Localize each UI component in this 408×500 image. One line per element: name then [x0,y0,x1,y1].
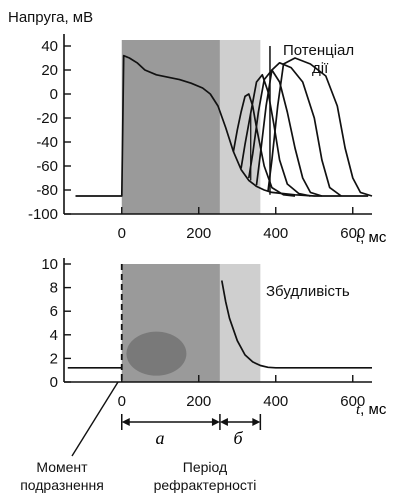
y-tick-label: 8 [50,280,58,297]
series-line-0 [75,54,369,197]
y-tick-label: 6 [50,303,58,320]
x-tick-label: 400 [263,225,288,242]
stimulus-pointer-line [71,381,119,457]
period-b-label: б [233,428,243,448]
top-x-axis-label: t, мс [356,229,387,246]
period-a-arrow-head-left [121,418,130,426]
period-markers [121,414,262,430]
period-b-arrow-head-right [252,418,261,426]
y-tick-label: -40 [36,134,58,151]
x-tick-label: 0 [118,393,126,410]
refractory-period-line2: рефрактерності [154,477,257,493]
y-tick-label: 2 [50,350,58,367]
y-tick-label: -100 [28,206,58,223]
top-dark-shading [121,40,220,214]
x-tick-label: 0 [118,225,126,242]
y-tick-label: -60 [36,158,58,175]
top-legend-line2: дії [312,60,329,77]
period-a-label: а [156,428,165,448]
x-tick-label: 200 [186,225,211,242]
x-tick-label: 400 [263,393,288,410]
y-tick-label: 0 [50,86,58,103]
bottom-dark-blob [126,331,187,376]
top-y-axis-label: Напруга, мВ [8,9,93,26]
bottom-x-axis-var: t [356,402,361,418]
x-tick-label: 600 [340,225,365,242]
stimulus-moment-line1: Момент [36,459,88,475]
stimulus-moment-line2: подразнення [20,477,104,493]
series-line-4 [255,61,342,197]
bottom-x-axis-label: t, мс [356,401,387,418]
y-tick-label: 10 [41,256,58,273]
top-x-axis-var: t [356,230,361,246]
x-tick-label: 200 [186,393,211,410]
top-legend-line1: Потенціал [283,42,354,59]
series-line-3 [247,69,323,197]
period-b-arrow-head-left [219,418,228,426]
bottom-x-axis-unit: , мс [360,401,387,418]
y-tick-label: -20 [36,110,58,127]
y-tick-label: 0 [50,374,58,391]
period-a-arrow-head-right [211,418,220,426]
bottom-legend: Збудливість [266,283,350,300]
y-tick-label: 20 [41,62,58,79]
bottom-light-shading [219,264,261,382]
bottom-series-group [67,264,372,382]
top-series-group [75,46,373,197]
top-x-axis-unit: , мс [360,229,387,246]
y-tick-label: 40 [41,38,58,55]
series-line-5 [267,57,373,197]
x-tick-label: 600 [340,393,365,410]
refractory-period-line1: Період [183,459,227,475]
series-line-0 [67,280,372,369]
y-tick-label: 4 [50,327,58,344]
y-tick-label: -80 [36,182,58,199]
